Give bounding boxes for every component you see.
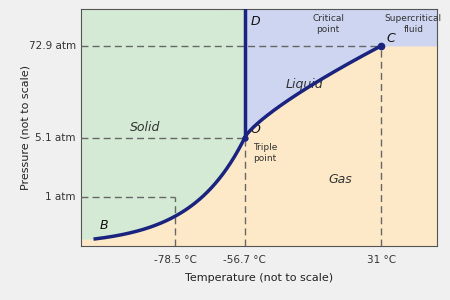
- Text: $D$: $D$: [250, 15, 261, 28]
- Text: 31 °C: 31 °C: [367, 256, 396, 266]
- Text: Supercritical
fluid: Supercritical fluid: [385, 14, 442, 34]
- Text: Liquid: Liquid: [286, 78, 324, 91]
- Text: Solid: Solid: [130, 121, 160, 134]
- Text: Temperature (not to scale): Temperature (not to scale): [184, 273, 333, 283]
- Polygon shape: [81, 9, 244, 239]
- Text: -56.7 °C: -56.7 °C: [223, 256, 266, 266]
- Text: Pressure (not to scale): Pressure (not to scale): [21, 65, 31, 190]
- Text: 5.1 atm: 5.1 atm: [35, 133, 76, 143]
- Text: Triple
point: Triple point: [253, 143, 278, 163]
- Text: Critical
point: Critical point: [312, 14, 344, 34]
- Text: 72.9 atm: 72.9 atm: [28, 41, 76, 51]
- Text: $B$: $B$: [99, 219, 108, 232]
- Text: Gas: Gas: [328, 173, 352, 186]
- Text: $C$: $C$: [386, 32, 396, 44]
- Text: -78.5 °C: -78.5 °C: [154, 256, 197, 266]
- Text: 1 atm: 1 atm: [45, 192, 76, 203]
- Text: $O$: $O$: [250, 123, 261, 136]
- Polygon shape: [244, 10, 436, 138]
